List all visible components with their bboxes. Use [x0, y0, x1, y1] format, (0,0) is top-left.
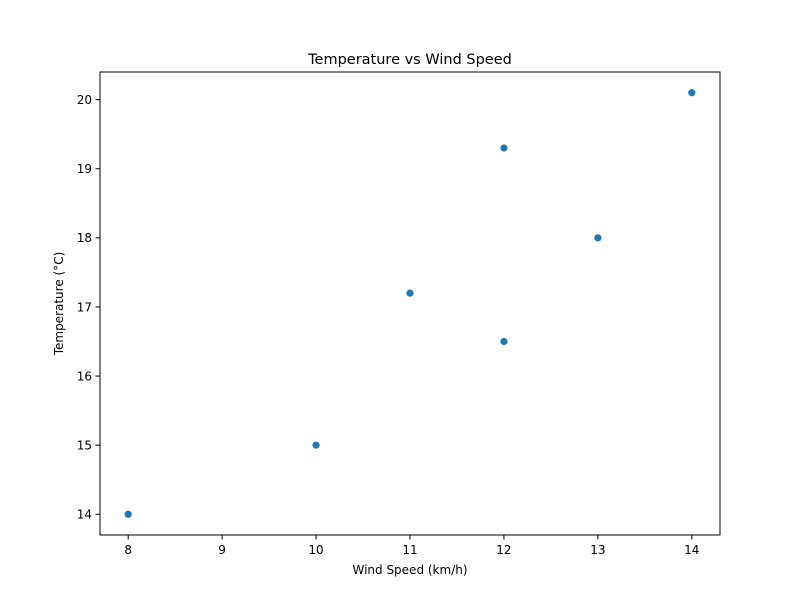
y-tick-label: 20 — [77, 93, 92, 107]
x-axis-title: Wind Speed (km/h) — [352, 563, 467, 577]
y-tick-label: 17 — [77, 300, 92, 314]
data-point — [312, 441, 320, 449]
x-axis: 8 9 10 11 12 13 14 — [124, 535, 699, 557]
x-tick-label: 13 — [590, 543, 605, 557]
y-tick-label: 14 — [77, 508, 92, 522]
data-point — [500, 337, 508, 346]
y-tick-label: 15 — [77, 438, 92, 452]
y-tick-label: 18 — [77, 231, 92, 245]
data-point — [594, 234, 602, 242]
y-axis-title: Temperature (°C) — [52, 252, 66, 357]
x-tick-label: 11 — [402, 543, 417, 557]
y-tick-label: 19 — [77, 162, 92, 176]
x-tick-label: 9 — [218, 543, 226, 557]
data-point — [500, 144, 508, 152]
x-tick-label: 14 — [684, 543, 699, 557]
x-tick-label: 8 — [124, 543, 132, 557]
data-point — [124, 510, 132, 518]
data-points — [124, 89, 696, 518]
y-tick-label: 16 — [77, 369, 92, 383]
y-axis: 14 15 16 17 18 19 20 — [77, 93, 100, 522]
chart-title: Temperature vs Wind Speed — [307, 52, 512, 68]
x-tick-label: 10 — [308, 543, 323, 557]
plot-area-frame — [99, 71, 721, 536]
x-tick-label: 12 — [496, 543, 511, 557]
data-point — [406, 289, 414, 297]
data-point — [688, 89, 696, 97]
